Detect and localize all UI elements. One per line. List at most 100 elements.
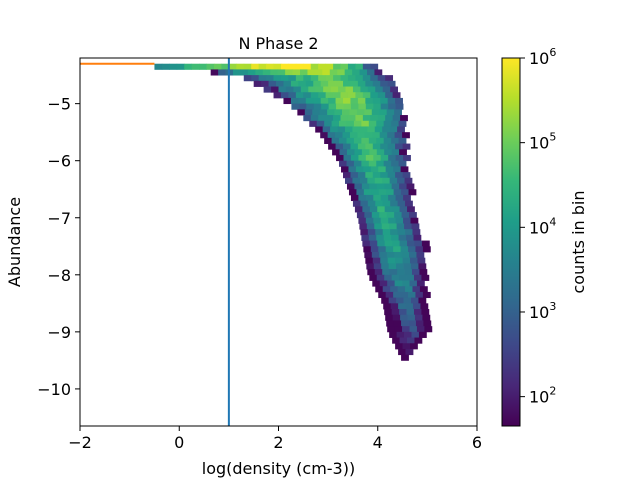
heatmap-cell [362, 240, 371, 247]
heatmap-cell [419, 286, 428, 293]
heatmap-cell [402, 257, 411, 264]
colorbar-label: counts in bin [569, 191, 588, 294]
heatmap-cell [371, 212, 380, 219]
heatmap-cell [374, 69, 383, 76]
heatmap-cell [340, 92, 349, 99]
heatmap-cell [390, 86, 398, 93]
colorbar [501, 57, 521, 427]
heatmap-cell [403, 154, 411, 162]
heatmap-cell [328, 97, 336, 105]
heatmap-cell [176, 63, 185, 70]
heatmap-cell [353, 160, 362, 167]
heatmap-cell [273, 63, 282, 70]
heatmap-cell [315, 126, 324, 133]
heatmap-cell [305, 97, 314, 105]
heatmap-cell [360, 86, 369, 93]
heatmap-cell [391, 274, 400, 281]
heatmap-cell [389, 269, 398, 276]
heatmap-cell [388, 194, 397, 202]
heatmap-cell [376, 120, 385, 127]
heatmap-cell [372, 80, 381, 87]
heatmap-cell [318, 75, 327, 82]
heatmap-cell [392, 92, 401, 99]
heatmap-cell [414, 337, 423, 344]
heatmap-cell [339, 137, 347, 144]
heatmap-cell [303, 92, 312, 99]
heatmap-cell [394, 326, 403, 333]
heatmap-cell [341, 166, 349, 173]
heatmap-cell [410, 257, 418, 264]
heatmap-cell [347, 75, 356, 82]
heatmap-cell [407, 337, 415, 344]
heatmap-cell [352, 126, 361, 133]
heatmap-cell [397, 126, 405, 133]
heatmap-cell [374, 126, 383, 133]
heatmap-cell [366, 263, 375, 270]
heatmap-cell [380, 257, 389, 264]
heatmap-cell [345, 86, 354, 93]
x-tick-label: −2 [68, 433, 92, 452]
heatmap-cell [335, 97, 344, 105]
heatmap-cell [361, 234, 370, 241]
heatmap-cell [389, 223, 397, 230]
heatmap-cell [362, 92, 371, 99]
heatmap-cell [365, 217, 374, 224]
heatmap-cell [389, 126, 398, 133]
heatmap-cell [381, 223, 390, 230]
heatmap-cell [312, 109, 321, 116]
heatmap-cell [358, 103, 367, 110]
heatmap-cell [280, 63, 289, 70]
heatmap-cell [261, 80, 269, 87]
heatmap-cell [395, 172, 403, 179]
heatmap-cell [373, 263, 382, 270]
heatmap-cell [383, 137, 392, 144]
heatmap-cell [310, 75, 319, 82]
heatmap-cell [346, 183, 355, 190]
heatmap-cell [380, 80, 389, 87]
heatmap-cell [376, 234, 385, 241]
heatmap-cell [290, 80, 299, 87]
heatmap-cell [401, 212, 410, 219]
heatmap-cell [394, 251, 402, 259]
heatmap-cell [380, 172, 389, 179]
heatmap-cell [283, 80, 292, 87]
heatmap-cell [357, 143, 366, 150]
heatmap-cell [303, 75, 312, 82]
heatmap-cell [404, 331, 412, 338]
heatmap-cell [361, 120, 370, 127]
colorbar-tick-label: 104 [529, 215, 556, 237]
heatmap-cell [356, 189, 365, 196]
heatmap-cell [398, 160, 407, 167]
heatmap-cell [401, 354, 409, 361]
heatmap-cell [288, 63, 297, 70]
heatmap-cell [376, 160, 385, 167]
heatmap-cell [377, 206, 386, 213]
heatmap-cell [191, 63, 200, 70]
heatmap-cell [396, 331, 405, 338]
heatmap-cell [387, 97, 396, 105]
heatmap-cell [392, 314, 401, 321]
heatmap-cell [424, 326, 433, 333]
heatmap-cell [318, 115, 327, 122]
heatmap-cell [328, 103, 337, 110]
heatmap-cell [333, 92, 341, 99]
heatmap-cell [373, 194, 382, 202]
heatmap-cell [367, 229, 376, 236]
heatmap-cell [398, 137, 407, 144]
heatmap-cell [384, 240, 393, 247]
heatmap-cell [369, 274, 378, 281]
heatmap-cell [353, 120, 362, 127]
heatmap-cell [364, 251, 373, 259]
heatmap-cell [280, 92, 289, 99]
heatmap-cell [367, 86, 376, 93]
heatmap-cell [405, 229, 413, 236]
heatmap-cell [278, 86, 287, 93]
heatmap-cell [236, 63, 245, 70]
heatmap-cell [356, 109, 365, 116]
heatmap-cell [320, 80, 329, 87]
heatmap-cell [385, 75, 394, 82]
heatmap-cell [382, 286, 391, 293]
heatmap-cell [411, 263, 419, 270]
heatmap-cell [335, 132, 343, 139]
